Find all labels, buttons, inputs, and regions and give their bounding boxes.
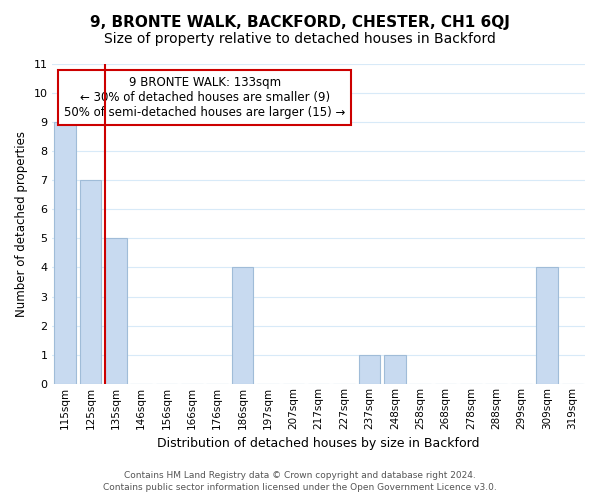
X-axis label: Distribution of detached houses by size in Backford: Distribution of detached houses by size … bbox=[157, 437, 480, 450]
Text: 9, BRONTE WALK, BACKFORD, CHESTER, CH1 6QJ: 9, BRONTE WALK, BACKFORD, CHESTER, CH1 6… bbox=[90, 15, 510, 30]
Bar bbox=[384, 354, 406, 384]
Text: 9 BRONTE WALK: 133sqm
← 30% of detached houses are smaller (9)
50% of semi-detac: 9 BRONTE WALK: 133sqm ← 30% of detached … bbox=[64, 76, 345, 118]
Y-axis label: Number of detached properties: Number of detached properties bbox=[15, 131, 28, 317]
Bar bbox=[105, 238, 127, 384]
Text: Size of property relative to detached houses in Backford: Size of property relative to detached ho… bbox=[104, 32, 496, 46]
Bar bbox=[80, 180, 101, 384]
Bar bbox=[232, 268, 253, 384]
Bar bbox=[359, 354, 380, 384]
Bar bbox=[536, 268, 558, 384]
Text: Contains HM Land Registry data © Crown copyright and database right 2024.
Contai: Contains HM Land Registry data © Crown c… bbox=[103, 471, 497, 492]
Bar bbox=[55, 122, 76, 384]
